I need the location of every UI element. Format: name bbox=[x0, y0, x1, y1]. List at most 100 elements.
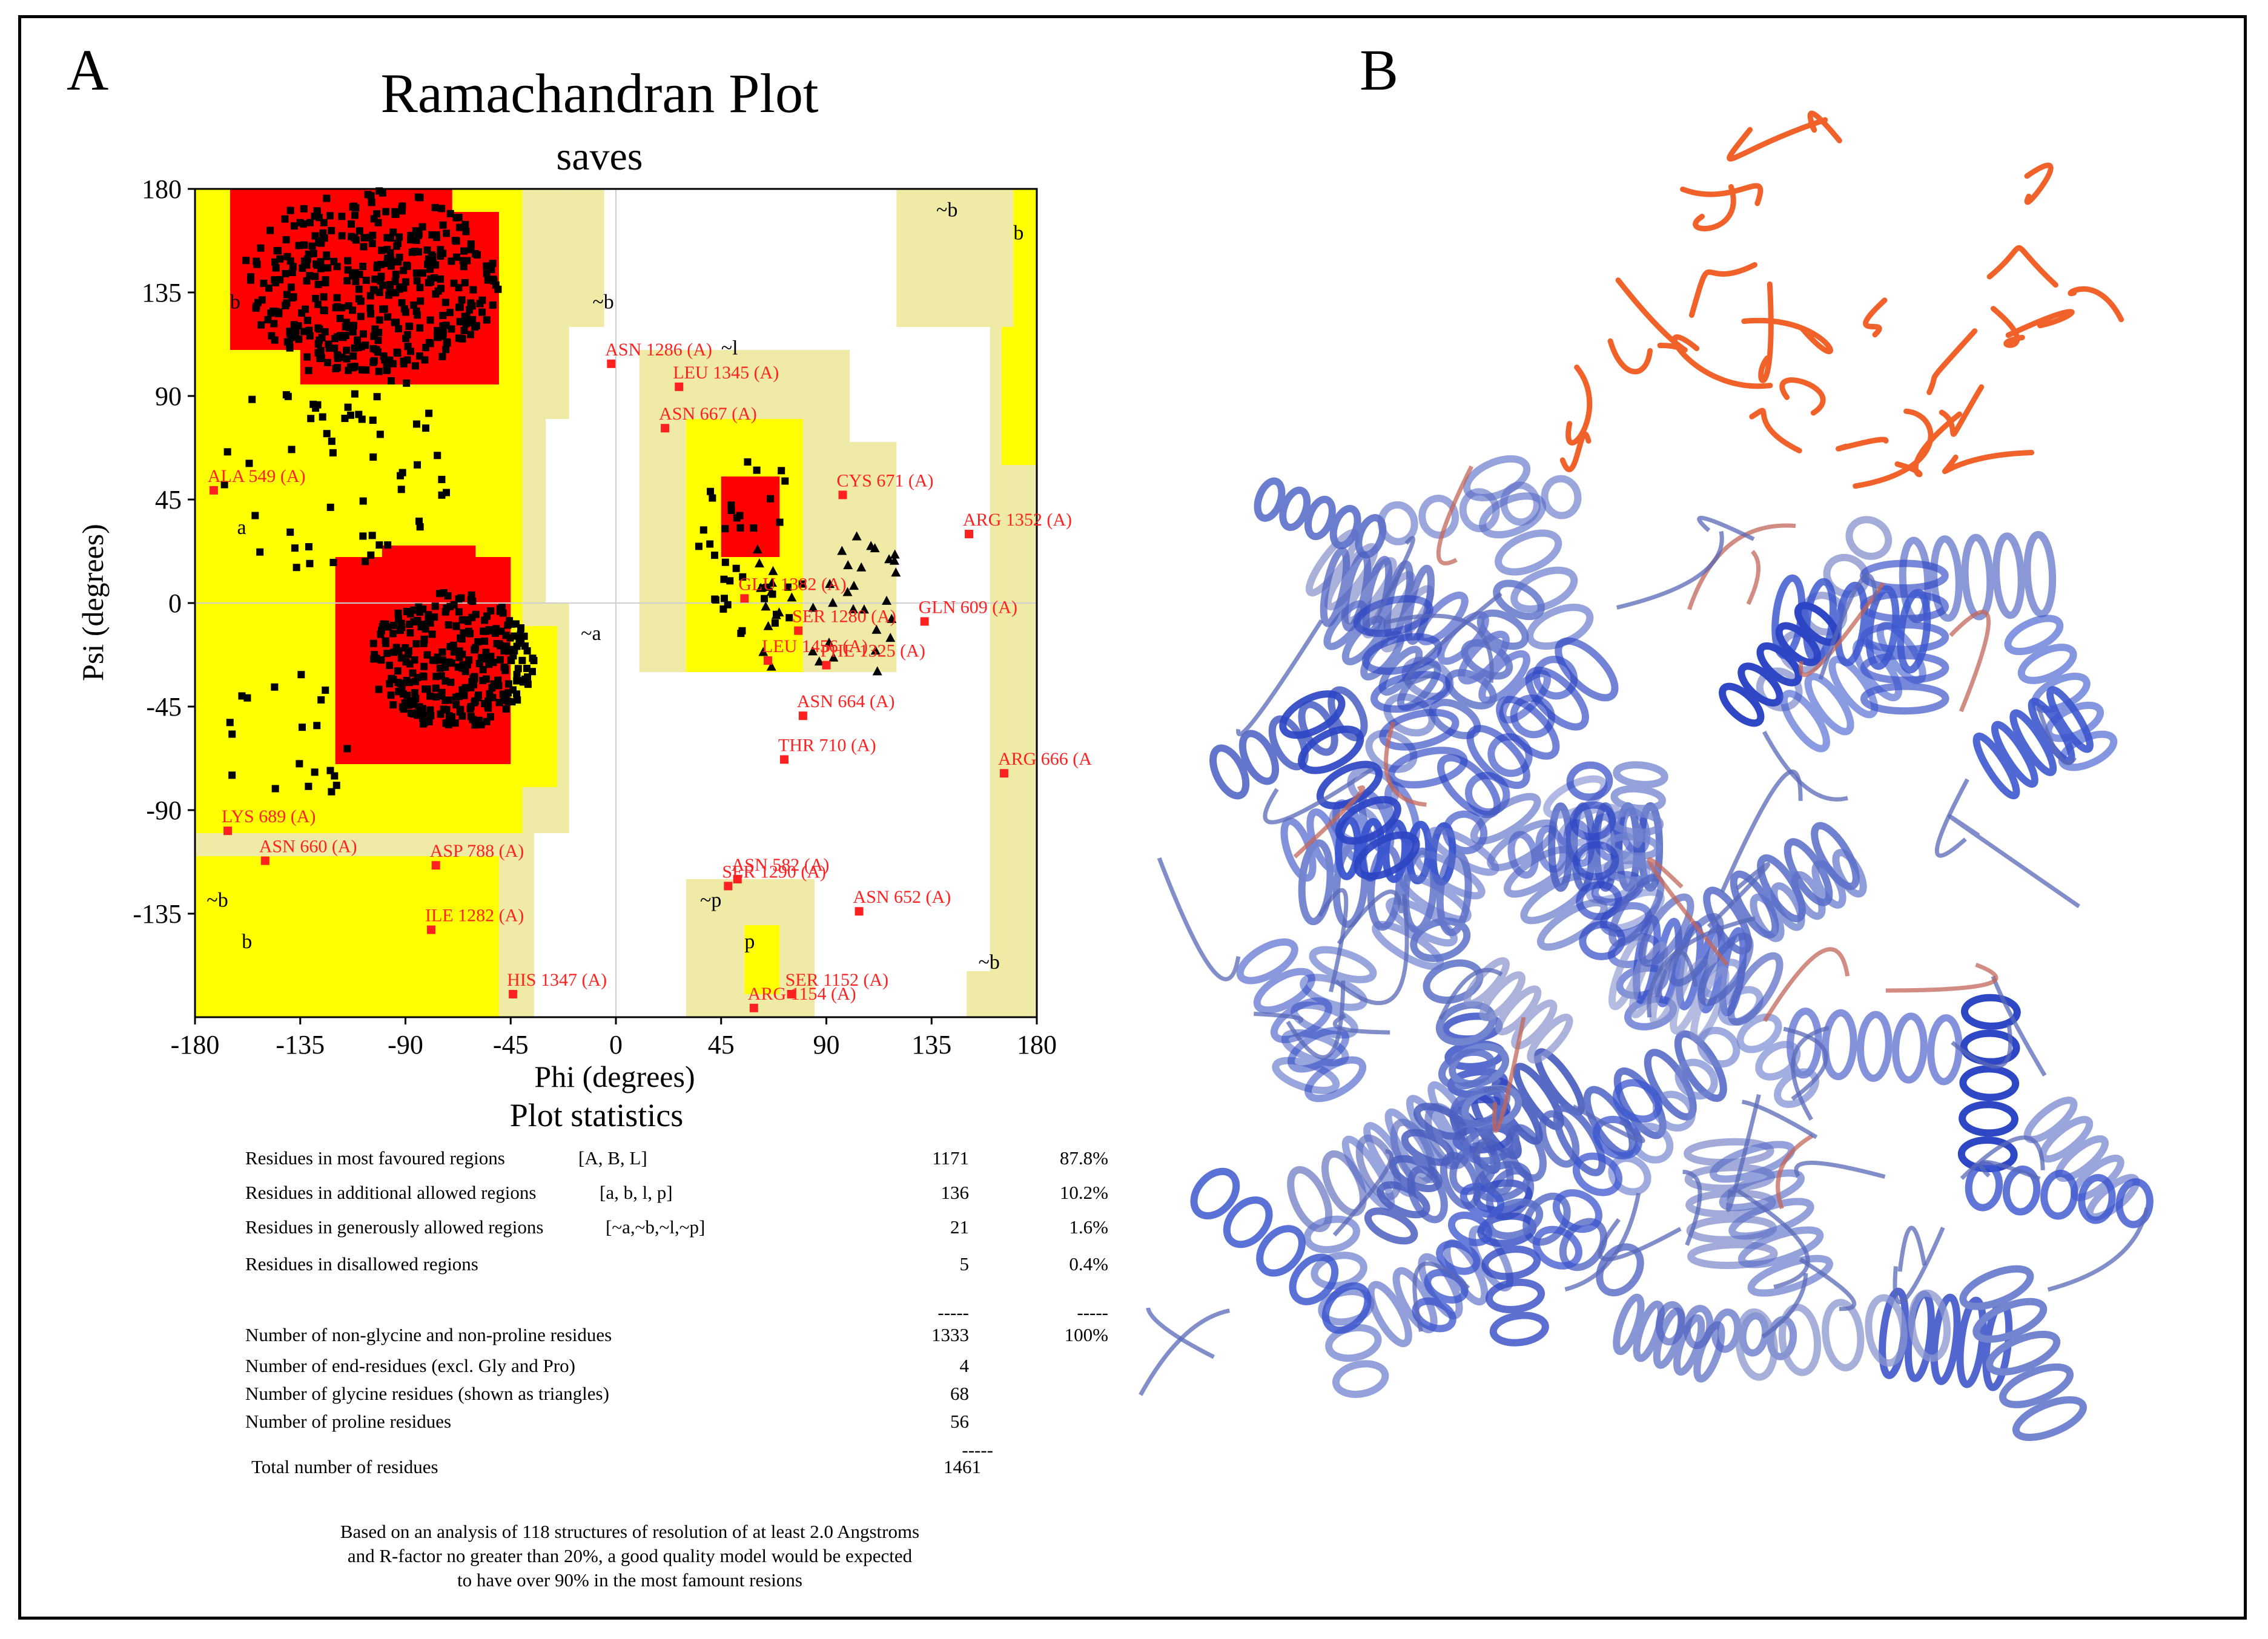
residue-point bbox=[445, 621, 452, 629]
stats-row-pct: 0.4% bbox=[1069, 1253, 1108, 1275]
residue-point bbox=[298, 309, 306, 317]
residue-point bbox=[508, 645, 516, 653]
helix-turn bbox=[1930, 535, 1963, 622]
helix-turn bbox=[1470, 793, 1541, 845]
residue-point bbox=[711, 552, 719, 559]
residue-point bbox=[336, 314, 344, 322]
residue-point bbox=[387, 234, 395, 242]
helix-turn bbox=[2040, 1170, 2078, 1220]
residue-point bbox=[358, 343, 366, 351]
connecting-loop bbox=[1697, 515, 1755, 541]
residue-point bbox=[412, 420, 420, 428]
residue-point bbox=[256, 548, 264, 556]
residue-point bbox=[373, 261, 381, 269]
labelled-residue-text: SER 1280 (A) bbox=[792, 607, 896, 627]
residue-point bbox=[439, 312, 447, 320]
residue-point bbox=[293, 564, 300, 572]
residue-point bbox=[348, 272, 356, 280]
residue-point bbox=[416, 608, 424, 616]
connecting-loop bbox=[1682, 1169, 1702, 1246]
residue-point bbox=[392, 211, 400, 219]
residue-point bbox=[750, 524, 758, 532]
residue-point bbox=[406, 660, 414, 668]
residue-point bbox=[518, 656, 526, 664]
residue-point bbox=[272, 264, 280, 272]
helix-turn bbox=[1479, 492, 1547, 539]
loop-segment bbox=[1990, 306, 2025, 348]
residue-point bbox=[297, 671, 305, 679]
helix-turn bbox=[1612, 1079, 1663, 1123]
labelled-residue-marker bbox=[794, 626, 803, 635]
residue-point bbox=[382, 639, 389, 647]
loop-segment bbox=[1559, 431, 1592, 472]
residue-point bbox=[412, 640, 420, 648]
residue-point bbox=[286, 206, 294, 214]
helix-turn bbox=[1579, 920, 1626, 960]
residue-point bbox=[771, 619, 779, 627]
helix-turn bbox=[1253, 968, 1315, 1014]
residue-point bbox=[398, 207, 406, 215]
helix-turn bbox=[1481, 1245, 1541, 1281]
residue-point bbox=[378, 246, 386, 254]
loop-segment bbox=[2024, 162, 2054, 205]
helix-turn bbox=[1503, 846, 1575, 898]
labelled-residue-text: HIS 1347 (A) bbox=[507, 970, 607, 990]
glycine-point bbox=[870, 645, 881, 655]
x-axis-label: Phi (degrees) bbox=[534, 1060, 695, 1093]
residue-point bbox=[358, 366, 366, 374]
loop-segment bbox=[1741, 317, 1833, 354]
residue-point bbox=[348, 232, 355, 240]
residue-point bbox=[303, 277, 311, 285]
labelled-residue-marker bbox=[209, 486, 218, 495]
helix-turn bbox=[1223, 1196, 1273, 1248]
residue-point bbox=[431, 613, 438, 621]
connecting-loop bbox=[1951, 1024, 2013, 1069]
residue-point bbox=[389, 701, 397, 709]
connecting-loop bbox=[1616, 530, 1724, 610]
residue-point bbox=[528, 668, 536, 676]
helix bbox=[1780, 622, 1926, 753]
residue-point bbox=[341, 414, 349, 422]
helix-turn bbox=[1961, 533, 1994, 621]
residue-point bbox=[478, 308, 486, 316]
note-line: Based on an analysis of 118 structures o… bbox=[340, 1521, 920, 1542]
residue-point bbox=[390, 621, 398, 629]
helix-turn bbox=[2115, 1178, 2154, 1228]
helix-turn bbox=[1303, 1215, 1360, 1254]
labelled-residue-text: CYS 671 (A) bbox=[837, 470, 934, 490]
helix-turn bbox=[1991, 721, 2038, 788]
residue-point bbox=[460, 629, 468, 637]
region-label: ~l bbox=[721, 337, 738, 360]
helix-turn bbox=[1289, 1253, 1339, 1305]
labelled-residue-marker bbox=[675, 382, 684, 391]
residue-point bbox=[443, 229, 451, 237]
residue-point bbox=[484, 704, 492, 712]
residue-point bbox=[373, 210, 381, 218]
residue-point bbox=[409, 669, 417, 677]
residue-point bbox=[402, 278, 409, 286]
residue-point bbox=[428, 231, 436, 239]
loop-segment bbox=[1749, 407, 1802, 453]
allowed-region bbox=[195, 856, 499, 1017]
glycine-point bbox=[761, 601, 771, 611]
residue-point bbox=[286, 330, 294, 338]
panel-a-label: A bbox=[67, 38, 109, 102]
residue-point bbox=[411, 689, 418, 697]
residue-point bbox=[455, 334, 463, 342]
helix-turn bbox=[1287, 1166, 1333, 1233]
residue-point bbox=[346, 411, 354, 419]
note-line: and R-factor no greater than 20%, a good… bbox=[347, 1545, 913, 1566]
helix-turn bbox=[1775, 622, 1822, 667]
helix-turn bbox=[1407, 1166, 1448, 1224]
residue-point bbox=[458, 635, 466, 643]
generous-region bbox=[522, 189, 569, 373]
labelled-residue-marker bbox=[763, 656, 772, 665]
residue-point bbox=[438, 688, 446, 696]
helix-turn bbox=[2017, 644, 2077, 684]
residue-point bbox=[373, 393, 381, 401]
residue-point bbox=[306, 559, 314, 567]
residue-point bbox=[411, 678, 419, 685]
connecting-loop bbox=[1776, 1133, 1814, 1210]
residue-point bbox=[384, 541, 392, 549]
